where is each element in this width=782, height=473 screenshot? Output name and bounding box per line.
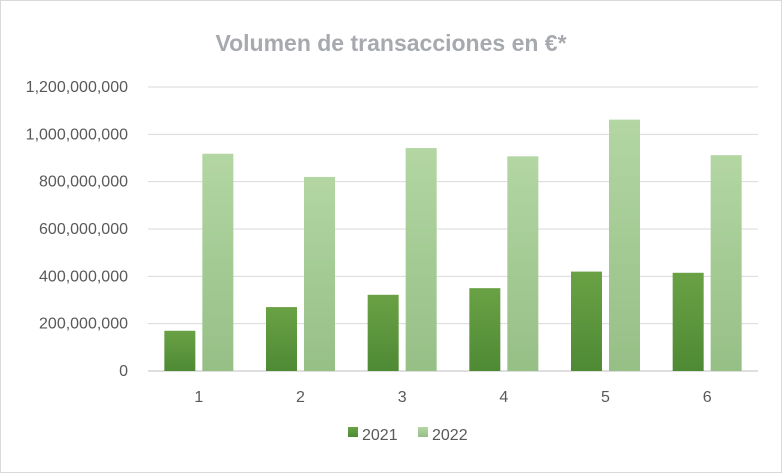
gridlines [148,86,758,372]
bars [164,119,742,371]
x-tick-label: 2 [296,389,305,406]
y-tick-label: 400,000,000 [39,268,128,285]
bar-2022-4 [507,156,539,371]
legend-label-2021: 2021 [362,427,398,444]
x-tick-label: 6 [703,389,712,406]
chart-title: Volumen de transacciones en €* [215,30,567,56]
bar-2021-6 [672,272,704,371]
legend-swatch-2022 [418,427,428,437]
bar-2021-1 [164,330,196,371]
legend-swatch-2021 [348,427,358,437]
y-tick-label: 0 [119,363,128,380]
bar-2021-3 [367,294,399,371]
x-tick-label: 5 [601,389,610,406]
bar-2021-5 [571,271,602,371]
x-tick-label: 4 [499,389,508,406]
bar-2022-2 [304,176,335,371]
x-tick-label: 3 [398,389,407,406]
y-axis: 0 200,000,000 400,000,000 600,000,000 800,00… [26,79,128,380]
y-tick-label: 1,000,000,000 [26,126,128,143]
bar-2022-5 [609,119,640,371]
x-tick-label: 1 [194,389,203,406]
y-tick-label: 600,000,000 [39,221,128,238]
y-tick-label: 1,200,000,000 [26,79,128,96]
x-axis: 1 2 3 4 5 6 [194,389,711,406]
bar-2021-2 [266,307,297,371]
bar-2021-4 [469,288,501,371]
y-tick-label: 200,000,000 [39,316,128,333]
y-tick-label: 800,000,000 [39,174,128,191]
bar-2022-6 [710,155,742,371]
bar-2022-1 [202,153,234,371]
bar-2022-3 [405,148,437,371]
legend-label-2022: 2022 [432,427,468,444]
legend: 2021 2022 [348,427,468,444]
